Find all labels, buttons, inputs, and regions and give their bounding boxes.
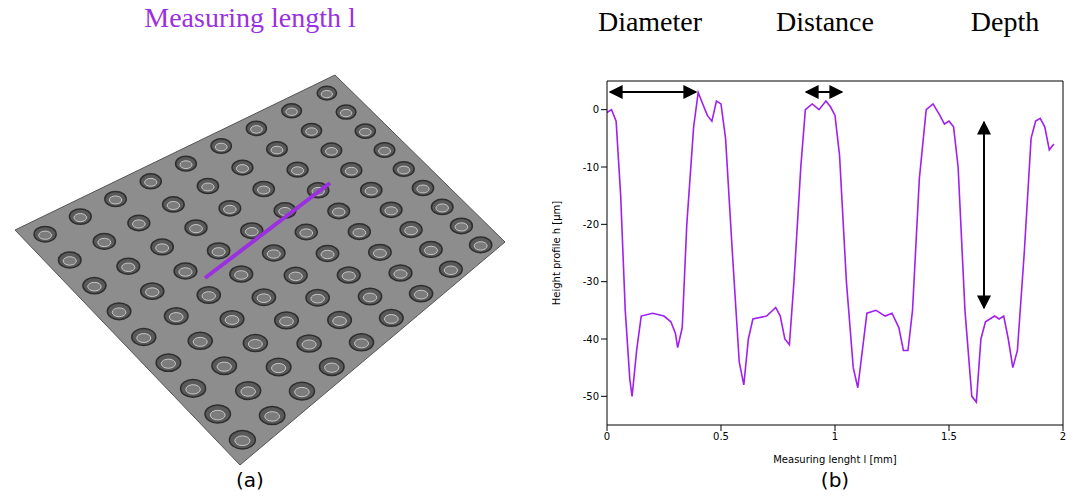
html-text:(a): (a) [236,468,264,492]
svg-text:-10: -10 [583,162,599,173]
svg-text:Height profile h [µm]: Height profile h [µm] [552,201,562,306]
svg-text:1: 1 [832,431,838,442]
svg-text:-30: -30 [583,276,599,287]
svg-text:-50: -50 [583,391,599,402]
html-text:(b): (b) [820,468,850,492]
svg-text:0: 0 [593,104,599,115]
svg-text:2: 2 [1060,431,1066,442]
svg-text:1.5: 1.5 [941,431,957,442]
html-text:Depth: Depth [970,6,1040,37]
svg-text:-40: -40 [583,334,599,345]
svg-text:0.5: 0.5 [713,431,729,442]
svg-text:Measuring lenght l [mm]: Measuring lenght l [mm] [773,454,897,465]
html-text:Measuring length l: Measuring length l [144,2,356,33]
svg-text:0: 0 [604,431,610,442]
html-text:Diameter: Diameter [597,6,703,37]
html-text:Distance: Distance [776,6,874,37]
svg-text:-20: -20 [583,219,599,230]
